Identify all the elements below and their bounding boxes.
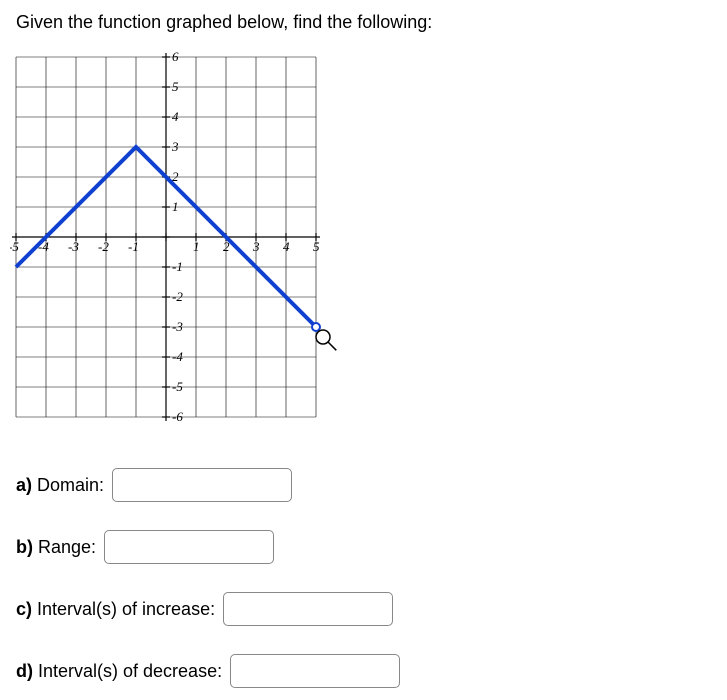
svg-text:5: 5 xyxy=(172,79,179,94)
decrease-interval-input[interactable] xyxy=(230,654,400,688)
question-a-row: a) Domain: xyxy=(16,468,711,502)
svg-text:-1: -1 xyxy=(172,259,183,274)
svg-text:-2: -2 xyxy=(172,289,183,304)
question-c-label: c) Interval(s) of increase: xyxy=(16,599,215,620)
question-d-label: d) Interval(s) of decrease: xyxy=(16,661,222,682)
svg-text:-4: -4 xyxy=(172,349,183,364)
svg-text:3: 3 xyxy=(171,139,179,154)
svg-text:-3: -3 xyxy=(172,319,183,334)
svg-text:3: 3 xyxy=(252,239,260,254)
domain-input[interactable] xyxy=(112,468,292,502)
svg-text:-3: -3 xyxy=(68,239,79,254)
question-c-row: c) Interval(s) of increase: xyxy=(16,592,711,626)
question-b-row: b) Range: xyxy=(16,530,711,564)
svg-text:5: 5 xyxy=(313,239,320,254)
question-a-label: a) Domain: xyxy=(16,475,104,496)
svg-text:4: 4 xyxy=(172,109,179,124)
svg-text:-2: -2 xyxy=(98,239,109,254)
svg-text:1: 1 xyxy=(193,239,200,254)
svg-text:-5: -5 xyxy=(172,379,183,394)
question-d-row: d) Interval(s) of decrease: xyxy=(16,654,711,688)
svg-text:4: 4 xyxy=(283,239,290,254)
svg-text:6: 6 xyxy=(172,51,179,64)
question-prompt: Given the function graphed below, find t… xyxy=(16,12,711,33)
svg-text:-1: -1 xyxy=(128,239,139,254)
question-b-label: b) Range: xyxy=(16,537,96,558)
svg-text:-6: -6 xyxy=(172,409,183,423)
svg-text:-5: -5 xyxy=(10,239,19,254)
svg-text:1: 1 xyxy=(172,199,179,214)
function-graph: -5-4-3-2-112345-6-5-4-3-2-1123456 xyxy=(10,51,711,428)
increase-interval-input[interactable] xyxy=(223,592,393,626)
range-input[interactable] xyxy=(104,530,274,564)
